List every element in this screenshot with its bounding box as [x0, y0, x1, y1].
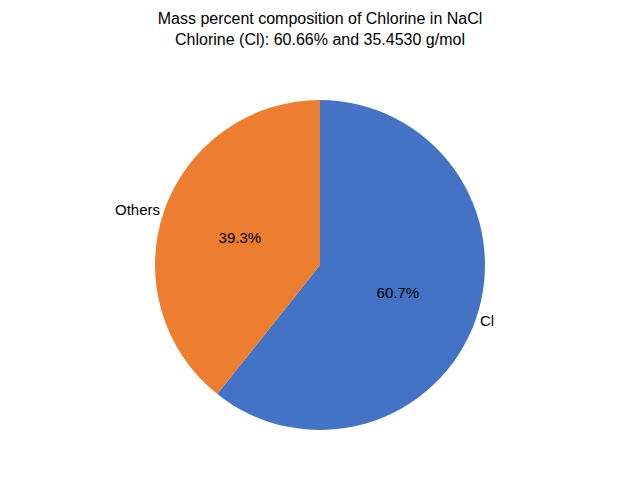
svg-text:Cl: Cl: [480, 312, 494, 329]
svg-text:Others: Others: [115, 201, 160, 218]
svg-text:60.7%: 60.7%: [377, 284, 420, 301]
svg-text:39.3%: 39.3%: [219, 229, 262, 246]
svg-text:Mass percent composition of Ch: Mass percent composition of Chlorine in …: [158, 10, 483, 48]
